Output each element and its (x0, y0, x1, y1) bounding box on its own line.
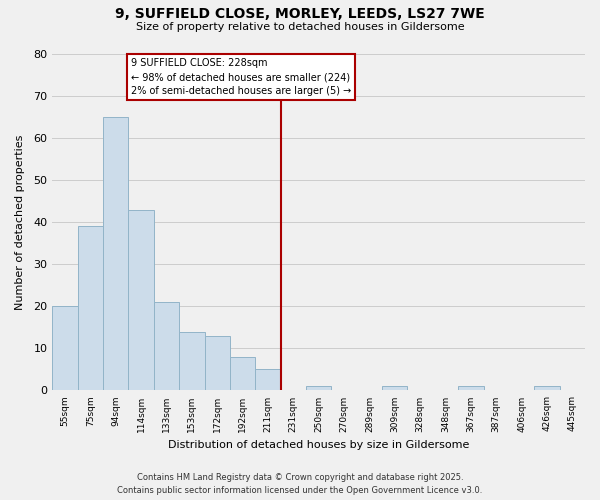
Text: 9, SUFFIELD CLOSE, MORLEY, LEEDS, LS27 7WE: 9, SUFFIELD CLOSE, MORLEY, LEEDS, LS27 7… (115, 8, 485, 22)
Bar (382, 386, 407, 390)
Bar (179, 332, 205, 390)
Bar (255, 370, 281, 390)
Bar (205, 336, 230, 390)
Bar (230, 357, 255, 390)
Bar (77, 226, 103, 390)
Text: 9 SUFFIELD CLOSE: 228sqm
← 98% of detached houses are smaller (224)
2% of semi-d: 9 SUFFIELD CLOSE: 228sqm ← 98% of detach… (131, 58, 351, 96)
Bar (52, 306, 77, 390)
Bar (128, 210, 154, 390)
Text: Size of property relative to detached houses in Gildersome: Size of property relative to detached ho… (136, 22, 464, 32)
Text: Contains HM Land Registry data © Crown copyright and database right 2025.
Contai: Contains HM Land Registry data © Crown c… (118, 473, 482, 495)
Bar (154, 302, 179, 390)
Y-axis label: Number of detached properties: Number of detached properties (15, 134, 25, 310)
Bar (306, 386, 331, 390)
Bar (103, 117, 128, 390)
Bar (458, 386, 484, 390)
X-axis label: Distribution of detached houses by size in Gildersome: Distribution of detached houses by size … (168, 440, 469, 450)
Bar (534, 386, 560, 390)
